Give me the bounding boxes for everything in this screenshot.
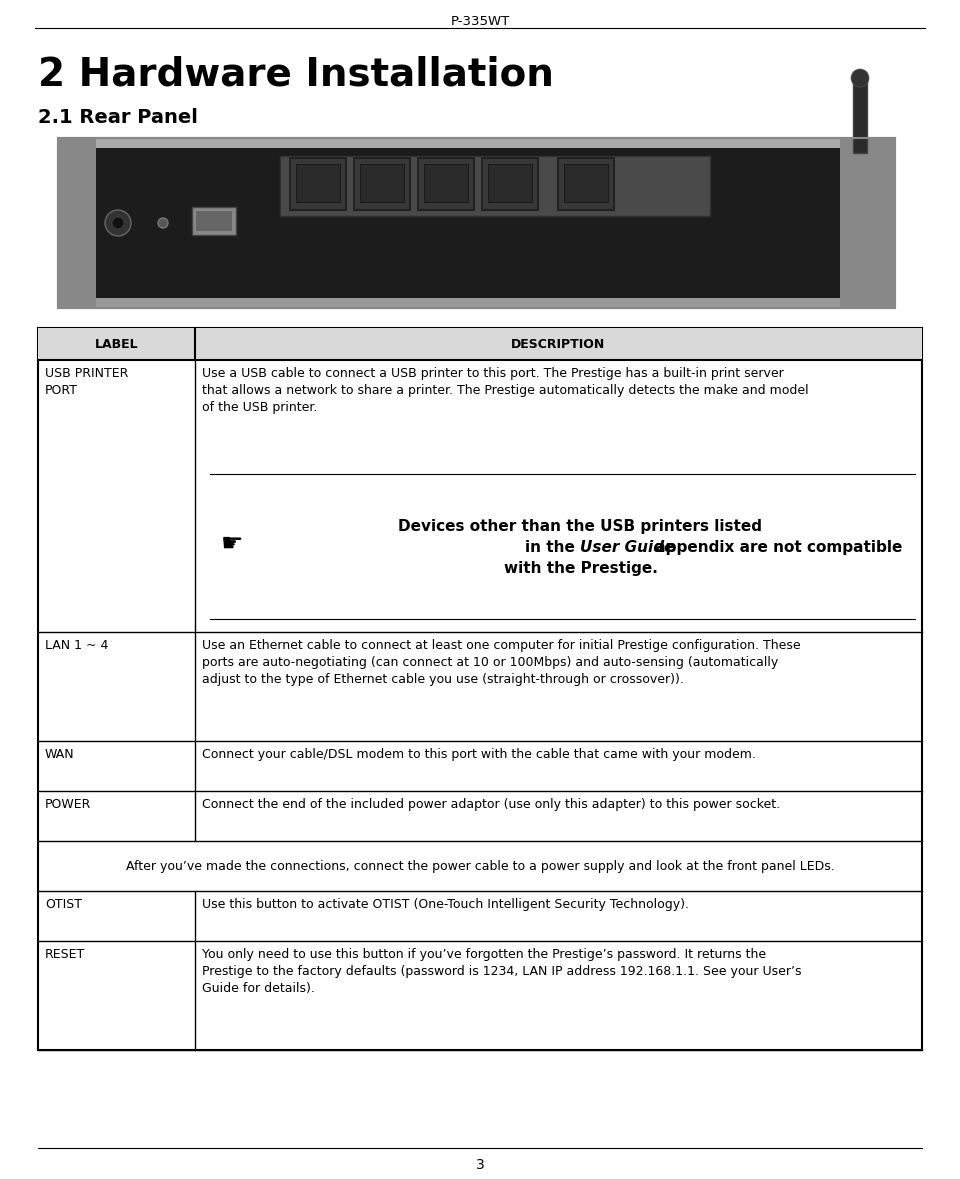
Bar [424, 164, 468, 202]
Bar [488, 164, 532, 202]
Text: 3: 3 [475, 1158, 485, 1172]
Bar [58, 138, 895, 308]
Text: Devices other than the USB printers listed: Devices other than the USB printers list… [398, 519, 762, 534]
Bar [853, 78, 867, 153]
Bar [482, 158, 538, 210]
Text: Use an Ethernet cable to connect at least one computer for initial Prestige conf: Use an Ethernet cable to connect at leas… [202, 639, 801, 686]
Bar [58, 138, 895, 308]
Bar [196, 211, 232, 231]
Text: You only need to use this button if you’ve forgotten the Prestige’s password. It: You only need to use this button if you’… [202, 948, 802, 995]
Text: P-335WT: P-335WT [450, 15, 510, 28]
Bar [418, 158, 474, 210]
Bar [38, 328, 922, 1050]
Text: 2.1 Rear Panel: 2.1 Rear Panel [38, 108, 198, 127]
Text: Use this button to activate OTIST (One-Touch Intelligent Security Technology).: Use this button to activate OTIST (One-T… [202, 898, 689, 911]
Text: OTIST: OTIST [45, 898, 82, 911]
Text: Use a USB cable to connect a USB printer to this port. The Prestige has a built-: Use a USB cable to connect a USB printer… [202, 367, 808, 414]
Text: After you’ve made the connections, connect the power cable to a power supply and: After you’ve made the connections, conne… [126, 859, 834, 872]
Bar [564, 164, 608, 202]
Text: Connect the end of the included power adaptor (use only this adapter) to this po: Connect the end of the included power ad… [202, 798, 780, 811]
Circle shape [105, 210, 131, 236]
Bar [280, 156, 710, 216]
Text: WAN: WAN [45, 749, 75, 762]
Circle shape [158, 218, 168, 228]
Bar [38, 328, 922, 360]
Text: RESET: RESET [45, 948, 85, 961]
Text: User Guide: User Guide [581, 540, 675, 555]
Text: DESCRIPTION: DESCRIPTION [512, 337, 606, 350]
Bar [296, 164, 340, 202]
Bar [840, 138, 895, 308]
Text: 2 Hardware Installation: 2 Hardware Installation [38, 55, 554, 93]
Circle shape [851, 70, 869, 87]
Bar [192, 208, 236, 235]
Text: appendix are not compatible: appendix are not compatible [651, 540, 902, 555]
Bar [58, 298, 895, 308]
Bar [558, 158, 614, 210]
Bar [58, 138, 96, 308]
Text: ☛: ☛ [221, 532, 243, 555]
Text: with the Prestige.: with the Prestige. [504, 561, 658, 577]
Bar [290, 158, 346, 210]
Text: LABEL: LABEL [95, 337, 138, 350]
Text: USB PRINTER
PORT: USB PRINTER PORT [45, 367, 129, 397]
Text: LAN 1 ~ 4: LAN 1 ~ 4 [45, 639, 108, 652]
Bar [360, 164, 404, 202]
Bar [58, 138, 895, 149]
Text: POWER: POWER [45, 798, 91, 811]
Text: Connect your cable/DSL modem to this port with the cable that came with your mod: Connect your cable/DSL modem to this por… [202, 749, 756, 762]
Circle shape [112, 217, 124, 229]
Text: in the: in the [525, 540, 581, 555]
Bar [354, 158, 410, 210]
